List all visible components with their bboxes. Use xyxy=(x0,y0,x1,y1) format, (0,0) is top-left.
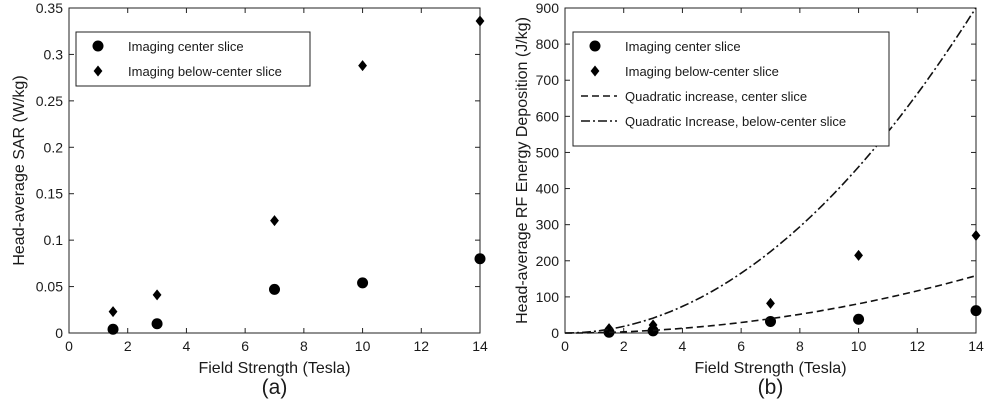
panel-caption: (b) xyxy=(758,376,784,399)
y-tick-label: 0 xyxy=(551,325,559,341)
y-tick-label: 500 xyxy=(536,144,560,160)
x-axis-label: Field Strength (Tesla) xyxy=(198,360,350,377)
below-center-slice-point xyxy=(971,230,981,241)
y-tick-label: 400 xyxy=(536,181,560,197)
x-tick-label: 6 xyxy=(241,338,249,354)
chart-panel-a: 0 2 4 6 8 10 12 14 0 0.05 0.1 0.15 0.2 0.25 0.3 0.35 Fie… xyxy=(11,0,488,399)
quadratic-below-center-line xyxy=(564,7,977,334)
x-tick-label: 14 xyxy=(968,338,984,354)
legend-diamond-marker xyxy=(590,65,600,77)
x-tick-label: 2 xyxy=(124,338,132,354)
x-tick-label: 4 xyxy=(679,338,687,354)
center-slice-point xyxy=(474,253,486,265)
center-slice-point xyxy=(107,323,119,335)
y-axis-label: Head-average SAR (W/kg) xyxy=(11,75,28,265)
panel-caption: (a) xyxy=(262,376,288,399)
below-center-slice-point xyxy=(270,215,279,227)
y-tick-label: 0.15 xyxy=(36,186,63,202)
below-center-slice-point xyxy=(152,289,162,301)
below-center-slice-point xyxy=(604,323,614,335)
legend-entry-label: Imaging center slice xyxy=(128,39,244,54)
y-tick-label: 900 xyxy=(536,0,560,16)
quadratic-center-line xyxy=(565,274,977,334)
chart-panel-b: 0 2 4 6 8 10 12 14 0 100 200 300 400 500 600 700 800 900 F… xyxy=(514,0,984,399)
y-tick-label: 0.05 xyxy=(36,279,63,295)
x-tick-label: 2 xyxy=(620,338,628,354)
plot-frame xyxy=(564,7,977,334)
below-center-slice-point xyxy=(475,15,485,27)
x-axis-label: Field Strength (Tesla) xyxy=(694,360,846,377)
x-tick-label: 12 xyxy=(909,338,925,354)
x-tick-label: 6 xyxy=(737,338,745,354)
y-tick-label: 0.3 xyxy=(44,46,64,62)
legend-entry-label: Imaging below-center slice xyxy=(128,64,282,79)
center-slice-point xyxy=(151,318,163,330)
legend-box xyxy=(75,31,311,87)
x-tick-label: 10 xyxy=(851,338,867,354)
x-tick-label: 8 xyxy=(796,338,804,354)
y-tick-label: 700 xyxy=(536,72,560,88)
center-slice-point xyxy=(269,283,280,295)
legend-entry-label: Imaging below-center slice xyxy=(625,64,779,79)
x-tick-label: 4 xyxy=(183,338,191,354)
below-center-slice-point xyxy=(108,306,118,318)
x-tick-label: 12 xyxy=(413,338,429,354)
legend-entry-label: Quadratic increase, center slice xyxy=(625,89,807,104)
x-tick-label: 10 xyxy=(355,338,371,354)
below-center-slice-point xyxy=(648,319,658,331)
legend-circle-marker xyxy=(589,40,601,52)
x-tick-label: 8 xyxy=(300,338,308,354)
y-tick-label: 600 xyxy=(536,108,560,124)
legend-circle-marker xyxy=(92,40,104,52)
legend-entry-label: Quadratic Increase, below-center slice xyxy=(625,114,846,129)
y-tick-label: 0.1 xyxy=(44,232,64,248)
y-tick-label: 300 xyxy=(536,217,560,233)
y-tick-label: 800 xyxy=(536,36,560,52)
y-tick-label: 0.2 xyxy=(44,139,64,155)
y-tick-label: 0.25 xyxy=(36,93,63,109)
center-slice-point xyxy=(357,277,369,289)
y-axis-label: Head-average RF Energy Deposition (J/kg) xyxy=(514,17,531,324)
below-center-slice-point xyxy=(854,249,863,261)
x-tick-label: 0 xyxy=(65,338,73,354)
x-tick-label: 14 xyxy=(472,338,488,354)
legend-box xyxy=(572,31,890,147)
center-slice-point xyxy=(970,305,982,317)
y-tick-label: 0 xyxy=(55,325,63,341)
y-tick-label: 0.35 xyxy=(36,0,63,16)
y-tick-label: 200 xyxy=(536,253,560,269)
legend-diamond-marker xyxy=(93,65,103,77)
x-tick-label: 0 xyxy=(561,338,569,354)
below-center-slice-point xyxy=(766,297,775,309)
plot-frame xyxy=(68,7,481,334)
y-tick-label: 100 xyxy=(536,289,560,305)
below-center-slice-point xyxy=(358,60,367,72)
center-slice-point xyxy=(853,313,865,325)
legend-entry-label: Imaging center slice xyxy=(625,39,741,54)
